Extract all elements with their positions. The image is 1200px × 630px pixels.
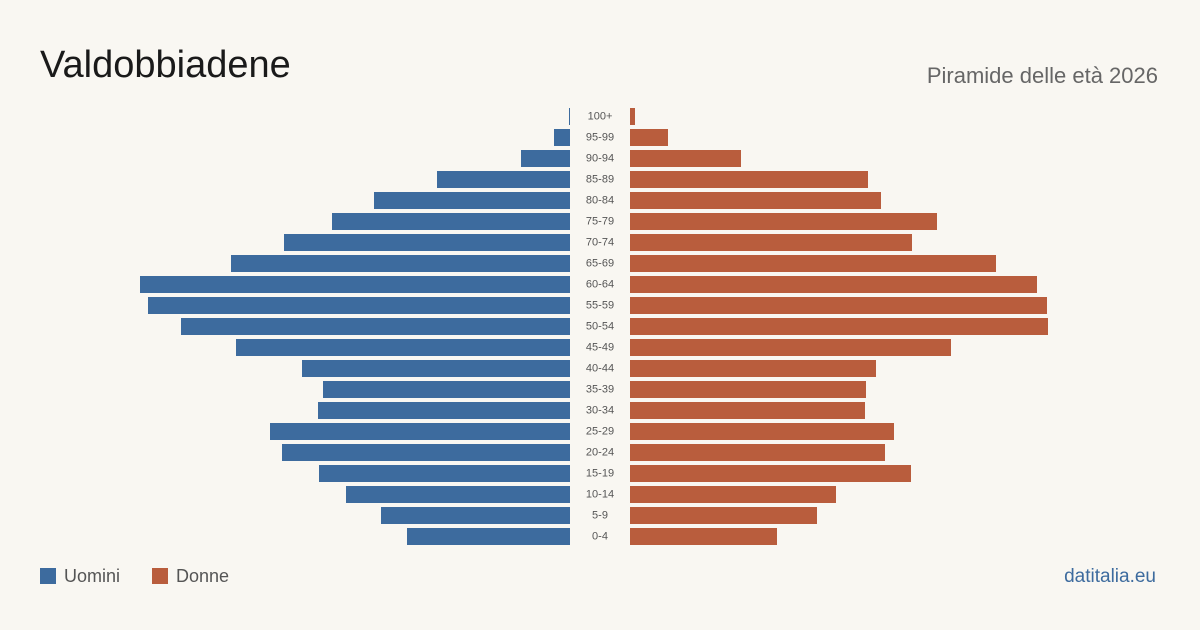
age-label: 0-4 xyxy=(592,530,608,542)
bar xyxy=(630,192,881,209)
bar xyxy=(630,297,1047,314)
bar xyxy=(270,423,570,440)
source: datitalia.eu xyxy=(1064,566,1156,587)
age-label: 65-69 xyxy=(586,257,614,269)
bar xyxy=(630,339,951,356)
bar xyxy=(437,171,570,188)
age-label: 25-29 xyxy=(586,425,614,437)
age-label: 15-19 xyxy=(586,467,614,479)
bar xyxy=(630,255,996,272)
bar xyxy=(630,381,866,398)
age-label: 75-79 xyxy=(586,215,614,227)
age-label: 45-49 xyxy=(586,341,614,353)
bar xyxy=(630,423,894,440)
age-label: 50-54 xyxy=(586,320,614,332)
age-label: 90-94 xyxy=(586,152,614,164)
bar xyxy=(318,402,570,419)
bar xyxy=(521,150,570,167)
age-label: 35-39 xyxy=(586,383,614,395)
chart-subtitle: Piramide delle età 2026 xyxy=(927,63,1158,88)
bar xyxy=(630,150,741,167)
age-label: 30-34 xyxy=(586,404,614,416)
legend-label: Donne xyxy=(176,566,229,586)
bar xyxy=(630,402,865,419)
bar xyxy=(319,465,570,482)
bar xyxy=(630,486,836,503)
bar xyxy=(332,213,570,230)
bar xyxy=(323,381,570,398)
bar xyxy=(630,507,817,524)
bar xyxy=(236,339,570,356)
bar xyxy=(181,318,570,335)
bar xyxy=(630,318,1048,335)
bar xyxy=(302,360,570,377)
age-label: 85-89 xyxy=(586,173,614,185)
chart-title: Valdobbiadene xyxy=(40,44,291,86)
bar xyxy=(630,465,911,482)
bar xyxy=(630,234,912,251)
age-label: 10-14 xyxy=(586,488,614,500)
bar xyxy=(231,255,570,272)
bar xyxy=(140,276,570,293)
bar xyxy=(630,171,868,188)
age-label: 80-84 xyxy=(586,194,614,206)
legend-swatch xyxy=(152,568,168,584)
legend-swatch xyxy=(40,568,56,584)
bar xyxy=(282,444,570,461)
bar xyxy=(346,486,570,503)
age-label: 40-44 xyxy=(586,362,614,374)
bar xyxy=(381,507,570,524)
age-label: 95-99 xyxy=(586,131,614,143)
age-label: 55-59 xyxy=(586,299,614,311)
bar xyxy=(630,213,937,230)
bar xyxy=(554,129,570,146)
bar xyxy=(630,129,668,146)
bar xyxy=(407,528,570,545)
bar xyxy=(284,234,570,251)
bar xyxy=(630,444,885,461)
age-label: 5-9 xyxy=(592,509,608,521)
bar xyxy=(630,276,1037,293)
bar xyxy=(148,297,570,314)
age-label: 70-74 xyxy=(586,236,614,248)
age-label: 60-64 xyxy=(586,278,614,290)
bar xyxy=(630,108,635,125)
bar xyxy=(630,528,777,545)
legend-label: Uomini xyxy=(64,566,120,586)
bar xyxy=(630,360,876,377)
age-label: 100+ xyxy=(588,110,613,122)
age-label: 20-24 xyxy=(586,446,614,458)
bar xyxy=(569,108,570,125)
bar xyxy=(374,192,570,209)
